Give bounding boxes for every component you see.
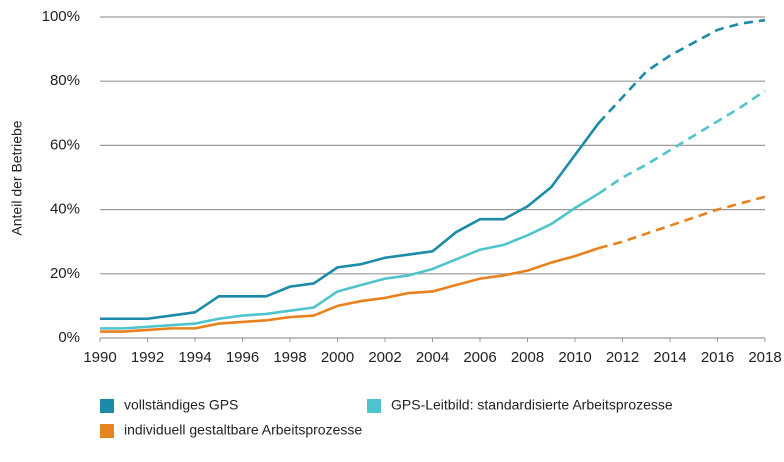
legend-label: vollständiges GPS [124, 397, 238, 413]
legend-label: individuell gestaltbare Arbeitsprozesse [124, 422, 362, 438]
y-tick-label: 100% [42, 8, 80, 25]
y-tick-label: 60% [50, 136, 80, 153]
series-line-dashed [598, 89, 766, 195]
y-tick-label: 40% [50, 201, 80, 218]
x-tick-label: 1992 [131, 349, 164, 366]
y-tick-label: 20% [50, 265, 80, 282]
legend-swatch [367, 399, 381, 413]
series-line-dashed [597, 18, 766, 124]
x-tick-label: 2018 [748, 349, 781, 366]
x-tick-label: 2016 [701, 349, 734, 366]
legend-swatch [100, 424, 114, 438]
x-tick-label: 1996 [226, 349, 259, 366]
legend-label: GPS-Leitbild: standardisierte Arbeitspro… [391, 397, 673, 413]
series-line [100, 192, 600, 330]
x-tick-label: 2002 [368, 349, 401, 366]
y-tick-label: 0% [58, 329, 80, 346]
x-tick-label: 2012 [606, 349, 639, 366]
series-line-dashed [598, 195, 766, 250]
series-line [100, 122, 600, 321]
x-tick-label: 1994 [178, 349, 211, 366]
x-tick-label: 2014 [653, 349, 686, 366]
x-tick-label: 2006 [463, 349, 496, 366]
x-tick-label: 1998 [273, 349, 306, 366]
y-axis-label: Anteil der Betriebe [9, 120, 25, 235]
legend-swatch [100, 399, 114, 413]
x-tick-label: 2004 [416, 349, 449, 366]
y-tick-label: 80% [50, 72, 80, 89]
x-tick-label: 2000 [321, 349, 354, 366]
x-tick-label: 2010 [558, 349, 591, 366]
x-tick-label: 2008 [511, 349, 544, 366]
series-line [100, 246, 600, 333]
x-tick-label: 1990 [83, 349, 116, 366]
